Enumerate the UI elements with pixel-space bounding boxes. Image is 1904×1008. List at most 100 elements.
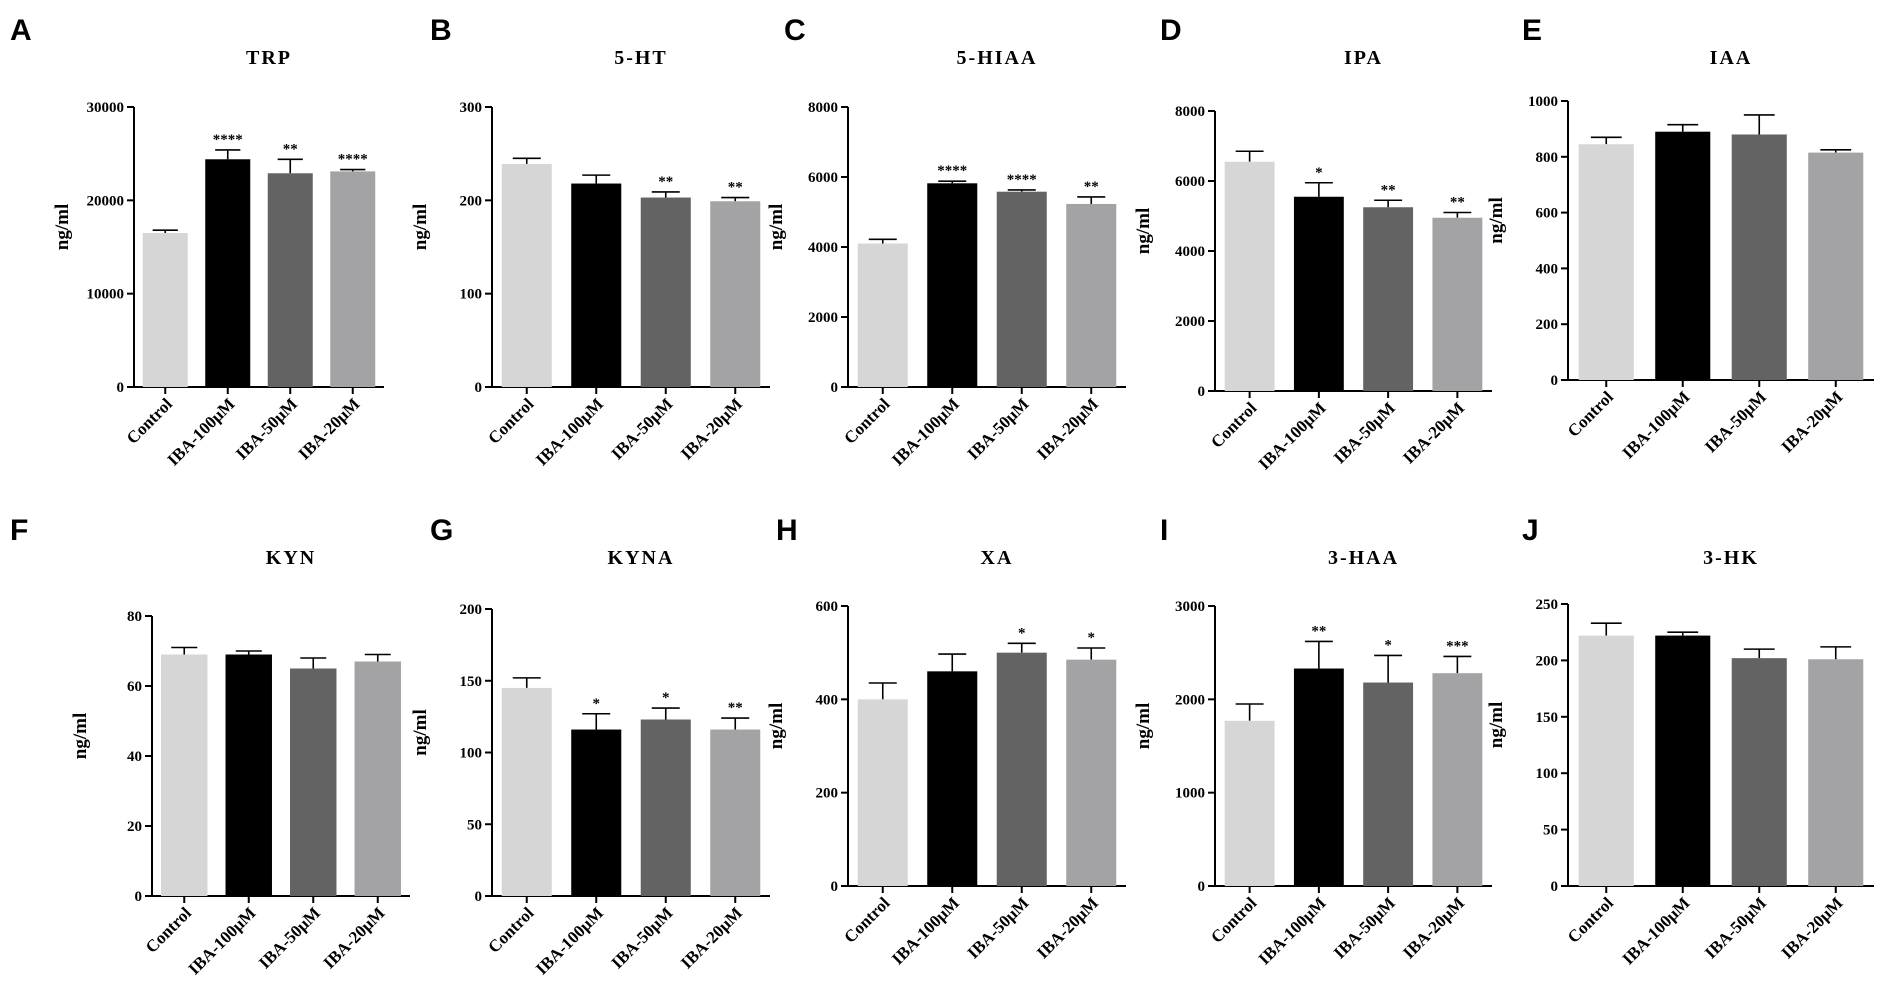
bar-control [1578,144,1634,380]
y-tick-label: 8000 [808,100,838,116]
chart-title: XA [981,547,1014,569]
x-tick-label: IBA-100μM [888,394,963,469]
x-tick-label: IBA-100μM [532,903,607,978]
x-tick-label: IBA-20μM [677,394,746,463]
y-tick-label: 0 [475,380,483,396]
significance-label: * [1088,630,1096,646]
x-tick-label: Control [484,903,537,956]
bar-iba-20-m [710,201,761,387]
significance-label: * [662,690,670,706]
y-tick-label: 50 [467,817,482,833]
x-tick-label: IBA-100μM [888,893,963,968]
x-tick-label: IBA-100μM [1619,893,1694,968]
y-tick-label: 40 [127,749,142,765]
x-tick-label: IBA-50μM [1330,893,1399,962]
y-tick-label: 600 [816,599,839,615]
chart-panel-d: D IPA ng/ml 0 2000 4000 6000 8000 ControlIBA-100… [1133,14,1492,473]
y-tick-label: 200 [816,786,839,802]
y-tick-label: 200 [460,602,483,618]
x-tick-label: IBA-20μM [1778,893,1847,962]
y-tick-label: 2000 [808,310,838,326]
y-tick-label: 2000 [1175,314,1205,330]
significance-label: * [1315,165,1323,181]
bar-iba-50-m [290,668,337,896]
x-tick-label: Control [1207,893,1260,946]
x-tick-label: Control [840,893,893,946]
x-tick-label: IBA-20μM [677,903,746,972]
x-tick-label: Control [840,394,893,447]
y-tick-label: 200 [1536,653,1559,669]
x-tick-label: IBA-100μM [1255,893,1330,968]
y-tick-label: 300 [460,100,483,116]
x-tick-label: IBA-50μM [608,903,677,972]
bar-iba-50-m [640,197,691,387]
panel-letter: A [10,14,32,47]
x-tick-label: Control [484,394,537,447]
x-tick-label: IBA-50μM [1701,893,1770,962]
y-tick-label: 0 [831,879,839,895]
significance-label: **** [213,132,243,148]
y-tick-label: 1000 [1175,786,1205,802]
y-axis-label: ng/ml [70,713,91,759]
x-tick-label: IBA-100μM [164,394,239,469]
y-tick-label: 0 [831,380,839,396]
bar-iba-100-m [1293,668,1344,886]
y-tick-label: 10000 [87,287,125,303]
y-axis-label: ng/ml [410,709,431,755]
panel-letter: D [1160,14,1182,47]
chart-panel-f: F KYN ng/ml 0 20 40 60 80 ControlIBA-100μMIBA-50… [10,514,410,978]
y-tick-label: 30000 [87,100,125,116]
bar-iba-100-m [571,183,622,387]
bar-control [142,233,188,387]
significance-label: ** [1311,623,1326,639]
y-tick-label: 20 [127,819,142,835]
bar-iba-100-m [571,729,622,896]
y-tick-label: 0 [1551,879,1559,895]
bar-iba-100-m [927,671,978,886]
y-axis-label: ng/ml [766,703,787,749]
bar-iba-100-m [1655,131,1711,380]
significance-label: ** [1084,179,1099,195]
y-tick-label: 4000 [808,240,838,256]
y-axis-label: ng/ml [52,204,73,250]
chart-title: 5-HT [614,47,668,69]
bar-control [857,243,908,387]
x-tick-label: IBA-50μM [255,903,324,972]
y-axis-label: ng/ml [1486,702,1507,748]
y-tick-label: 150 [460,674,483,690]
bar-iba-50-m [640,719,691,896]
significance-label: **** [937,163,967,179]
chart-title: 3-HK [1703,547,1759,569]
x-tick-label: Control [1564,893,1617,946]
y-tick-label: 100 [460,287,483,303]
bar-iba-20-m [1432,217,1483,391]
x-tick-label: IBA-100μM [185,903,260,978]
y-tick-label: 200 [460,193,483,209]
y-axis-label: ng/ml [410,204,431,250]
panel-letter: B [430,14,452,47]
y-tick-label: 60 [127,679,142,695]
x-tick-label: Control [123,394,176,447]
panel-letter: H [776,514,798,547]
bar-iba-50-m [267,173,313,387]
y-tick-label: 250 [1536,597,1559,613]
y-tick-label: 600 [1536,206,1559,222]
y-axis-label: ng/ml [1133,703,1154,749]
y-tick-label: 50 [1543,823,1558,839]
chart-title: 3-HAA [1328,547,1399,569]
x-tick-label: IBA-50μM [1701,387,1770,456]
bar-iba-50-m [1731,134,1787,380]
x-tick-label: Control [1207,398,1260,451]
chart-panel-a: A TRP ng/ml 0 10000 20000 30000 ControlIBA-100μ… [10,14,384,469]
bar-control [857,699,908,886]
bar-control [1224,720,1275,886]
x-tick-label: IBA-20μM [1033,394,1102,463]
y-tick-label: 0 [135,889,143,905]
x-tick-label: IBA-20μM [1033,893,1102,962]
y-tick-label: 100 [460,746,483,762]
x-tick-label: IBA-100μM [532,394,607,469]
y-tick-label: 200 [1536,317,1559,333]
bar-iba-20-m [1808,152,1864,380]
